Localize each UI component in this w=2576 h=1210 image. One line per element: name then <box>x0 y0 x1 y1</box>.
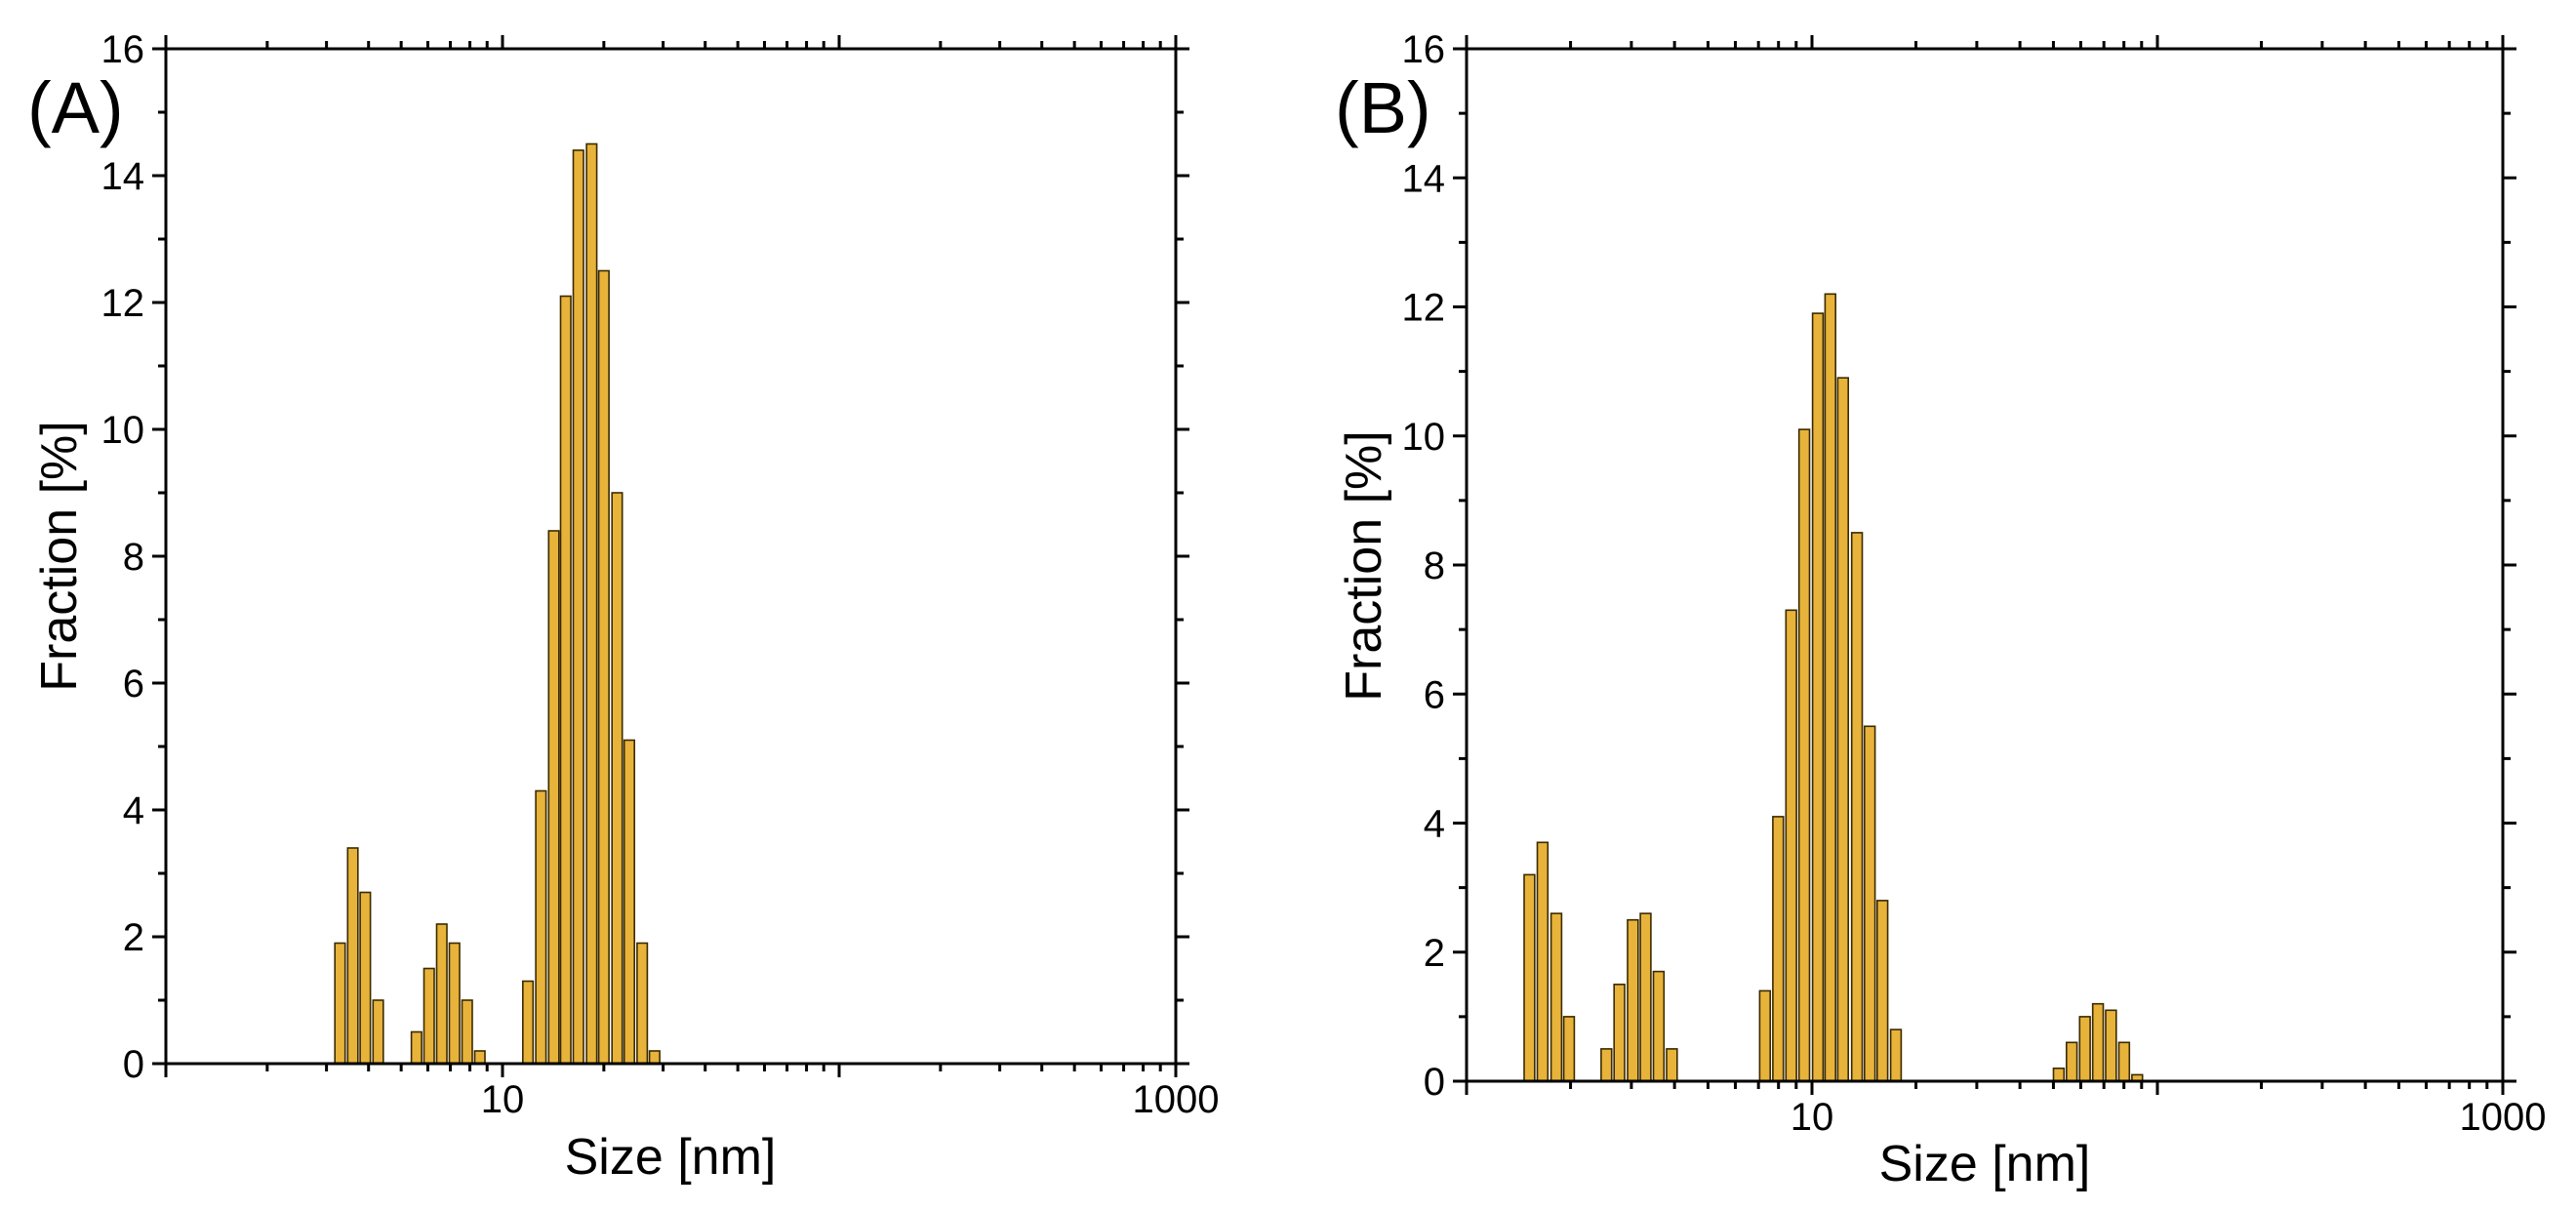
axes-b: 0 2 4 6 8 10 12 14 16 10 1000 <box>1402 28 2547 1139</box>
bar-b-17 <box>1850 532 1864 1082</box>
x-axis-label-a: Size [nm] <box>565 1129 777 1186</box>
bar-a-13 <box>559 295 572 1065</box>
bar-b-23 <box>2066 1041 2078 1082</box>
y-tick-label-a-6: 12 <box>101 282 145 325</box>
bar-b-8 <box>1652 970 1666 1082</box>
bar-b-10 <box>1758 989 1772 1082</box>
y-tick-label-a-4: 8 <box>123 536 144 579</box>
y-tick-label-b-5: 10 <box>1402 416 1446 459</box>
y-tick-label-b-7: 14 <box>1402 157 1446 200</box>
bars-a <box>334 142 661 1065</box>
bar-a-3 <box>372 999 384 1065</box>
bar-b-19 <box>1876 900 1889 1082</box>
chart-panel-b: (B) 0 2 4 6 8 10 12 14 16 10 1000 Size [nm] Fracti… <box>1335 28 2546 1192</box>
chart-panel-a: (A) 0 2 4 6 8 10 12 14 16 10 1000 Size [nm] Fracti… <box>27 28 1219 1186</box>
bar-b-22 <box>2052 1068 2066 1082</box>
bar-a-6 <box>435 923 448 1065</box>
bars-b <box>1523 293 2144 1082</box>
bar-b-14 <box>1811 312 1825 1082</box>
bar-a-7 <box>448 942 461 1065</box>
y-tick-label-a-7: 14 <box>101 155 145 198</box>
bar-a-17 <box>611 492 624 1065</box>
y-tick-label-a-5: 10 <box>101 409 145 452</box>
y-tick-label-b-0: 0 <box>1424 1061 1445 1104</box>
bar-b-20 <box>1889 1028 1903 1082</box>
y-axis-label-b: Fraction [%] <box>1336 430 1392 701</box>
bar-a-4 <box>410 1030 423 1065</box>
bar-a-0 <box>334 942 346 1065</box>
panel-label-a: (A) <box>27 67 124 148</box>
y-tick-label-b-8: 16 <box>1402 28 1446 71</box>
bar-b-7 <box>1639 912 1652 1082</box>
bar-b-24 <box>2078 1016 2091 1082</box>
bar-b-3 <box>1562 1016 1576 1082</box>
plot-frame-b <box>1465 47 2505 1083</box>
x-tick-label-b-1: 1000 <box>2460 1096 2547 1139</box>
x-tick-label-a-0: 10 <box>481 1078 525 1121</box>
x-axis-label-b: Size [nm] <box>1879 1136 2091 1192</box>
bar-b-27 <box>2117 1041 2131 1082</box>
bar-a-9 <box>473 1050 486 1065</box>
y-tick-label-a-2: 4 <box>123 789 144 832</box>
bar-a-8 <box>461 999 473 1065</box>
bar-b-4 <box>1600 1048 1613 1082</box>
bar-a-5 <box>423 967 435 1065</box>
bar-b-25 <box>2091 1002 2105 1082</box>
bar-b-16 <box>1836 377 1850 1082</box>
y-axis-label-a: Fraction [%] <box>31 421 88 691</box>
y-tick-label-a-8: 16 <box>101 28 145 71</box>
bar-b-18 <box>1864 725 1876 1082</box>
y-tick-label-b-2: 4 <box>1424 803 1445 846</box>
bar-a-12 <box>547 530 560 1065</box>
bar-b-6 <box>1627 918 1639 1082</box>
y-tick-label-b-4: 8 <box>1424 544 1445 587</box>
bar-a-11 <box>535 789 547 1065</box>
bar-b-15 <box>1824 293 1837 1082</box>
bar-b-26 <box>2105 1009 2117 1082</box>
y-tick-label-a-1: 2 <box>123 916 144 959</box>
bar-a-19 <box>636 942 649 1065</box>
bar-b-1 <box>1536 841 1550 1082</box>
y-tick-label-b-3: 6 <box>1424 673 1445 716</box>
bar-a-2 <box>359 891 372 1065</box>
bar-b-5 <box>1613 983 1626 1082</box>
bar-a-15 <box>585 142 598 1065</box>
bar-b-0 <box>1523 873 1536 1082</box>
bar-a-10 <box>521 980 535 1065</box>
bar-b-11 <box>1772 816 1785 1082</box>
y-tick-label-b-1: 2 <box>1424 932 1445 975</box>
panel-label-b: (B) <box>1335 67 1431 148</box>
x-tick-label-b-0: 10 <box>1791 1096 1834 1139</box>
bar-b-2 <box>1550 912 1563 1082</box>
bar-b-13 <box>1797 428 1811 1082</box>
y-tick-label-a-0: 0 <box>123 1043 144 1086</box>
bar-b-12 <box>1785 609 1797 1082</box>
y-tick-label-a-3: 6 <box>123 663 144 706</box>
bar-a-18 <box>623 739 636 1065</box>
bar-a-14 <box>572 149 584 1065</box>
bar-a-20 <box>648 1050 661 1065</box>
x-tick-label-a-1: 1000 <box>1133 1078 1220 1121</box>
plot-frame-a <box>164 47 1178 1066</box>
bar-a-16 <box>597 269 610 1065</box>
axes-a: 0 2 4 6 8 10 12 14 16 10 1000 <box>101 28 1220 1121</box>
bar-a-1 <box>346 847 359 1065</box>
bar-b-9 <box>1666 1048 1678 1082</box>
y-tick-label-b-6: 12 <box>1402 287 1446 330</box>
